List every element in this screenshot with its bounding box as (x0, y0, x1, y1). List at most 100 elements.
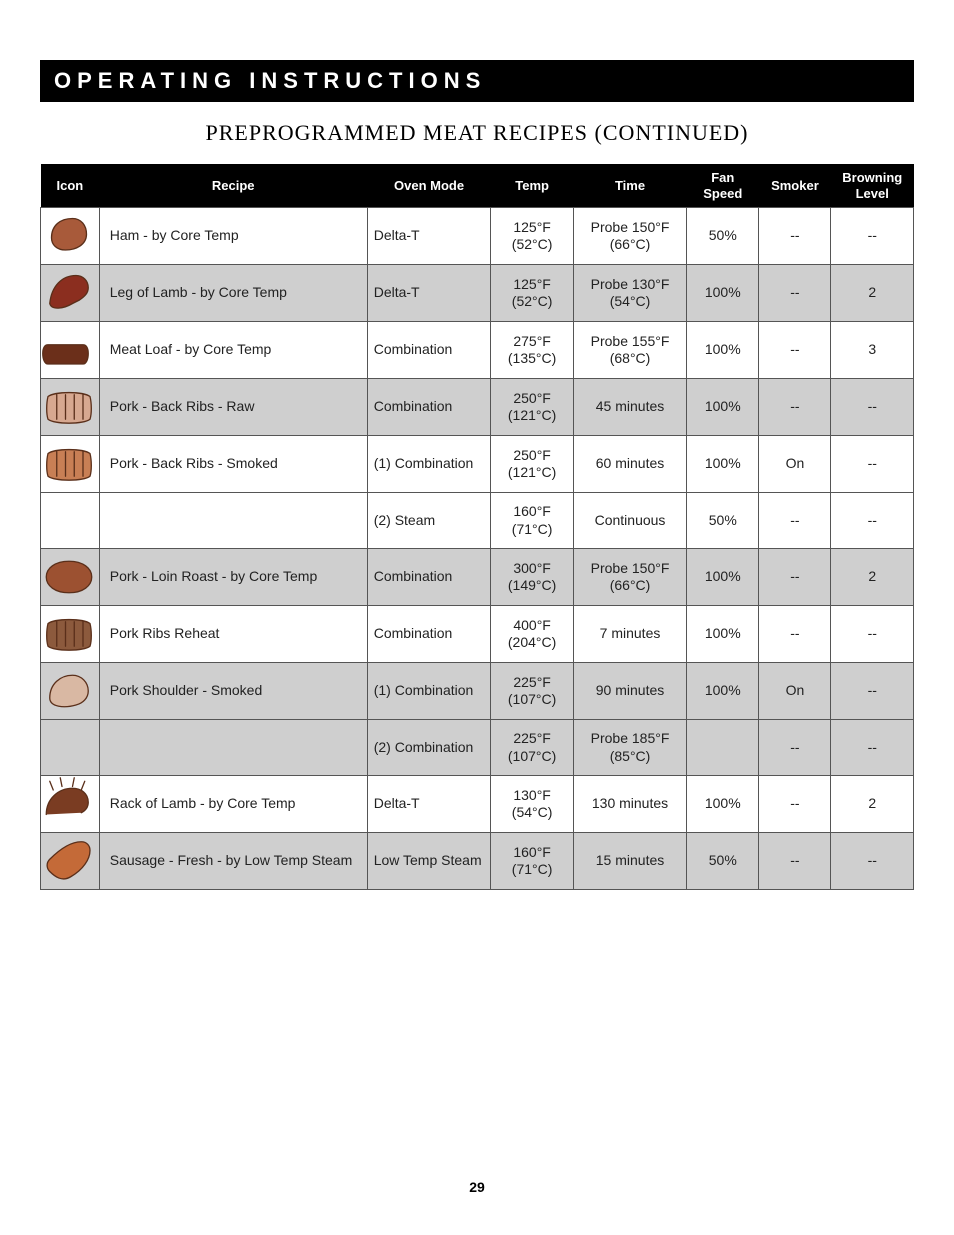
time-cell: 60 minutes (573, 436, 686, 493)
recipe-cell: Sausage - Fresh - by Low Temp Steam (99, 833, 367, 890)
section-subtitle: PREPROGRAMMED MEAT RECIPES (CONTINUED) (40, 120, 914, 146)
table-row: (2) Steam160°F(71°C)Continuous50%---- (41, 493, 914, 549)
smoker-cell: -- (759, 379, 831, 436)
recipe-cell: Rack of Lamb - by Core Temp (99, 776, 367, 833)
pork-loin-icon (41, 549, 97, 605)
time-cell: 15 minutes (573, 833, 686, 890)
time-cell: 7 minutes (573, 606, 686, 663)
time-cell: Probe 155°F(68°C) (573, 322, 686, 379)
table-header-row: Icon Recipe Oven Mode Temp Time Fan Spee… (41, 164, 914, 208)
table-row: Pork - Loin Roast - by Core TempCombinat… (41, 549, 914, 606)
table-row: Rack of Lamb - by Core TempDelta-T130°F(… (41, 776, 914, 833)
recipe-cell: Meat Loaf - by Core Temp (99, 322, 367, 379)
recipe-cell (99, 720, 367, 776)
col-browning-level: Browning Level (831, 164, 914, 208)
oven-mode-cell: Low Temp Steam (367, 833, 491, 890)
temp-cell: 130°F(54°C) (491, 776, 573, 833)
fan-speed-cell: 50% (687, 208, 759, 265)
icon-cell (41, 208, 100, 265)
oven-mode-cell: (1) Combination (367, 663, 491, 720)
browning-level-cell: 2 (831, 549, 914, 606)
recipe-cell: Pork - Back Ribs - Raw (99, 379, 367, 436)
recipe-cell: Pork Shoulder - Smoked (99, 663, 367, 720)
table-row: Pork - Back Ribs - Smoked(1) Combination… (41, 436, 914, 493)
browning-level-cell: -- (831, 493, 914, 549)
fan-speed-cell: 100% (687, 379, 759, 436)
table-row: Pork - Back Ribs - RawCombination250°F(1… (41, 379, 914, 436)
temp-cell: 160°F(71°C) (491, 493, 573, 549)
icon-cell (41, 493, 100, 549)
time-cell: 90 minutes (573, 663, 686, 720)
temp-cell: 160°F(71°C) (491, 833, 573, 890)
temp-cell: 400°F(204°C) (491, 606, 573, 663)
col-oven-mode: Oven Mode (367, 164, 491, 208)
oven-mode-cell: (1) Combination (367, 436, 491, 493)
smoker-cell: -- (759, 606, 831, 663)
table-body: Ham - by Core TempDelta-T125°F(52°C)Prob… (41, 208, 914, 890)
table-row: Leg of Lamb - by Core TempDelta-T125°F(5… (41, 265, 914, 322)
rack-lamb-icon (41, 776, 97, 832)
ribs-reheat-icon (41, 606, 97, 662)
icon-cell (41, 663, 100, 720)
smoker-cell: -- (759, 720, 831, 776)
fan-speed-cell: 100% (687, 436, 759, 493)
recipe-cell (99, 493, 367, 549)
temp-cell: 125°F(52°C) (491, 208, 573, 265)
browning-level-cell: -- (831, 436, 914, 493)
sausage-icon (41, 833, 97, 889)
browning-level-cell: 2 (831, 265, 914, 322)
time-cell: Probe 130°F(54°C) (573, 265, 686, 322)
oven-mode-cell: Combination (367, 379, 491, 436)
temp-cell: 225°F(107°C) (491, 720, 573, 776)
lamb-leg-icon (41, 265, 97, 321)
recipe-cell: Pork Ribs Reheat (99, 606, 367, 663)
fan-speed-cell: 100% (687, 606, 759, 663)
smoker-cell: -- (759, 208, 831, 265)
icon-cell (41, 322, 100, 379)
oven-mode-cell: Combination (367, 606, 491, 663)
recipe-cell: Leg of Lamb - by Core Temp (99, 265, 367, 322)
smoker-cell: -- (759, 493, 831, 549)
icon-cell (41, 776, 100, 833)
col-fan-speed: Fan Speed (687, 164, 759, 208)
fan-speed-cell (687, 720, 759, 776)
browning-level-cell: -- (831, 720, 914, 776)
browning-level-cell: -- (831, 379, 914, 436)
browning-level-cell: 2 (831, 776, 914, 833)
meatloaf-icon (41, 322, 97, 378)
col-time: Time (573, 164, 686, 208)
browning-level-cell: -- (831, 833, 914, 890)
smoker-cell: -- (759, 776, 831, 833)
icon-cell (41, 549, 100, 606)
oven-mode-cell: Combination (367, 322, 491, 379)
fan-speed-cell: 50% (687, 493, 759, 549)
time-cell: 45 minutes (573, 379, 686, 436)
temp-cell: 300°F(149°C) (491, 549, 573, 606)
browning-level-cell: -- (831, 208, 914, 265)
temp-cell: 250°F(121°C) (491, 379, 573, 436)
fan-speed-cell: 100% (687, 549, 759, 606)
time-cell: 130 minutes (573, 776, 686, 833)
temp-cell: 125°F(52°C) (491, 265, 573, 322)
browning-level-cell: 3 (831, 322, 914, 379)
time-cell: Probe 185°F(85°C) (573, 720, 686, 776)
fan-speed-cell: 100% (687, 322, 759, 379)
ribs-raw-icon (41, 379, 97, 435)
temp-cell: 275°F(135°C) (491, 322, 573, 379)
fan-speed-cell: 100% (687, 776, 759, 833)
recipe-cell: Pork - Loin Roast - by Core Temp (99, 549, 367, 606)
recipe-cell: Pork - Back Ribs - Smoked (99, 436, 367, 493)
icon-cell (41, 606, 100, 663)
col-temp: Temp (491, 164, 573, 208)
time-cell: Probe 150°F(66°C) (573, 208, 686, 265)
smoker-cell: On (759, 663, 831, 720)
ham-icon (41, 208, 97, 264)
page-number: 29 (469, 1179, 485, 1195)
col-icon: Icon (41, 164, 100, 208)
recipes-table: Icon Recipe Oven Mode Temp Time Fan Spee… (40, 164, 914, 890)
table-row: (2) Combination225°F(107°C)Probe 185°F(8… (41, 720, 914, 776)
table-row: Pork Shoulder - Smoked(1) Combination225… (41, 663, 914, 720)
smoker-cell: -- (759, 265, 831, 322)
time-cell: Continuous (573, 493, 686, 549)
pork-shoulder-icon (41, 663, 97, 719)
